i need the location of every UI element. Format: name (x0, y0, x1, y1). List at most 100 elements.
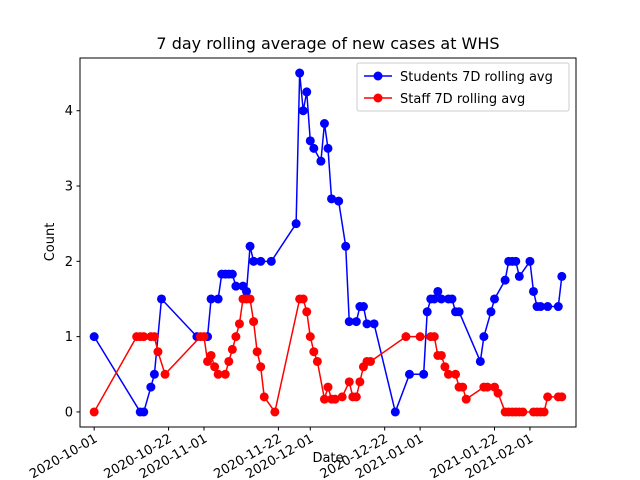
legend-marker-students (373, 71, 383, 81)
data-point (390, 407, 400, 417)
data-point (312, 356, 322, 366)
data-point (206, 294, 216, 304)
data-point (231, 332, 241, 342)
data-point (213, 369, 223, 379)
data-point (528, 286, 538, 296)
data-point (511, 256, 521, 266)
data-point (220, 369, 230, 379)
data-point (224, 356, 234, 366)
data-point (355, 377, 365, 387)
data-point (344, 317, 354, 327)
data-point (316, 156, 326, 166)
plot-frame (79, 57, 577, 428)
data-point (500, 275, 510, 285)
data-point (493, 388, 503, 398)
data-point (539, 407, 549, 417)
data-point (436, 294, 446, 304)
plot-area (89, 68, 567, 417)
data-point (543, 392, 553, 402)
data-point (302, 307, 312, 317)
data-point (543, 302, 553, 312)
data-point (146, 382, 156, 392)
data-point (451, 369, 461, 379)
data-point (305, 332, 315, 342)
y-axis-title: Count (43, 223, 58, 262)
data-point (490, 294, 500, 304)
data-point (557, 271, 567, 281)
data-point (199, 332, 209, 342)
y-tick-label: 0 (65, 405, 73, 420)
chart-title: 7 day rolling average of new cases at WH… (156, 34, 499, 53)
data-point (351, 392, 361, 402)
y-tick-label: 1 (65, 330, 73, 345)
data-point (227, 269, 237, 279)
data-point (514, 271, 524, 281)
data-point (553, 302, 563, 312)
legend-box (356, 62, 570, 112)
data-point (475, 356, 485, 366)
data-point (443, 369, 453, 379)
data-point (298, 106, 308, 116)
data-point (404, 369, 414, 379)
data-point (479, 332, 489, 342)
data-point (210, 362, 220, 372)
data-point (227, 344, 237, 354)
data-point (305, 136, 315, 146)
data-point (309, 347, 319, 357)
data-point (458, 382, 468, 392)
data-point (156, 294, 166, 304)
data-point (401, 332, 411, 342)
data-point (362, 319, 372, 329)
data-point (369, 319, 379, 329)
data-point (419, 369, 429, 379)
x-axis-title: Date (312, 451, 343, 466)
y-tick-label: 4 (65, 104, 73, 119)
data-point (337, 392, 347, 402)
data-point (344, 377, 354, 387)
data-point (351, 317, 361, 327)
data-point (298, 294, 308, 304)
data-point (486, 307, 496, 317)
data-point (231, 281, 241, 291)
data-point (149, 369, 159, 379)
data-point (327, 194, 337, 204)
data-point (536, 302, 546, 312)
data-point (252, 347, 262, 357)
data-point (149, 332, 159, 342)
data-point (447, 294, 457, 304)
data-point (256, 256, 266, 266)
data-point (206, 350, 216, 360)
data-point (330, 394, 340, 404)
data-point (249, 317, 259, 327)
data-point (341, 241, 351, 251)
data-point (323, 143, 333, 153)
y-tick-label: 3 (65, 180, 73, 195)
data-point (557, 392, 567, 402)
legend-label-students: Students 7D rolling avg (400, 70, 553, 85)
data-point (139, 407, 149, 417)
data-point (525, 256, 535, 266)
data-point (309, 143, 319, 153)
legend-label-staff: Staff 7D rolling avg (400, 92, 525, 107)
data-point (429, 332, 439, 342)
data-point (291, 219, 301, 229)
data-point (245, 294, 255, 304)
data-point (242, 286, 252, 296)
data-point (160, 369, 170, 379)
data-point (440, 362, 450, 372)
data-point (518, 407, 528, 417)
data-point (245, 241, 255, 251)
data-point (89, 407, 99, 417)
data-point (234, 319, 244, 329)
data-point (213, 294, 223, 304)
data-point (89, 332, 99, 342)
data-point (482, 382, 492, 392)
data-point (319, 394, 329, 404)
series-students (89, 68, 567, 417)
y-axis: 0 1 2 3 4 (65, 104, 80, 420)
y-tick-label: 2 (65, 255, 73, 270)
data-point (249, 256, 259, 266)
legend: Students 7D rolling avg Staff 7D rolling… (356, 62, 570, 112)
data-point (433, 286, 443, 296)
